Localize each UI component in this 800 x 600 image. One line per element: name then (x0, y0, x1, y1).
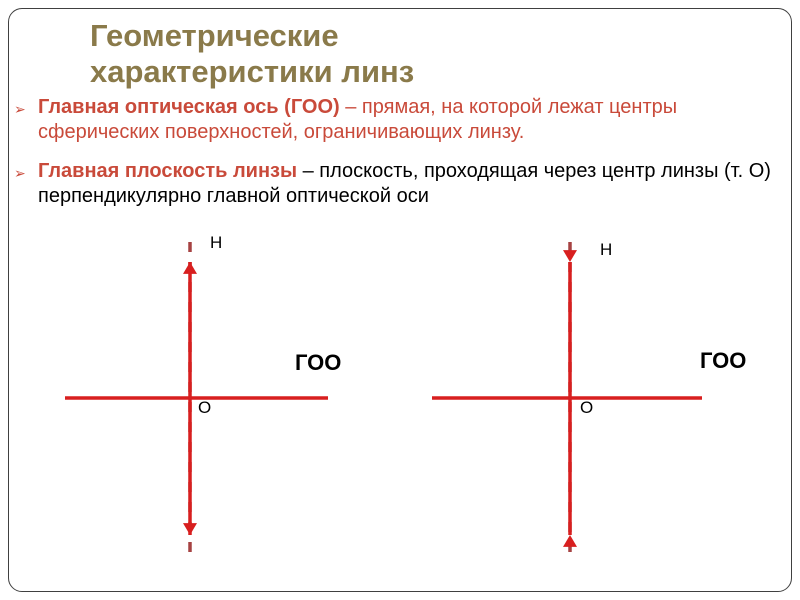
slide-title: Геометрические характеристики линз (90, 18, 414, 89)
svg-text:Н: Н (600, 240, 612, 259)
title-line2: характеристики линз (90, 54, 414, 89)
bullet-icon: ➢ (14, 165, 26, 183)
diagram-area: ГОО Н О ГОО Н О (0, 235, 800, 595)
title-line1: Геометрические (90, 18, 339, 53)
bullet-icon: ➢ (14, 101, 26, 119)
svg-text:О: О (580, 398, 593, 417)
diagrams-svg: ГОО Н О ГОО Н О (0, 235, 800, 595)
term-goo: Главная оптическая ось (ГОО) (38, 96, 340, 118)
content-block: ➢ Главная оптическая ось (ГОО) – прямая,… (30, 95, 778, 223)
definition-goo: ➢ Главная оптическая ось (ГОО) – прямая,… (30, 95, 778, 145)
svg-text:ГОО: ГОО (700, 348, 746, 373)
svg-text:ГОО: ГОО (295, 350, 341, 375)
svg-text:Н: Н (210, 235, 222, 252)
definition-plane: ➢ Главная плоскость линзы – плоскость, п… (30, 159, 778, 209)
term-plane: Главная плоскость линзы (38, 160, 297, 182)
svg-text:О: О (198, 398, 211, 417)
